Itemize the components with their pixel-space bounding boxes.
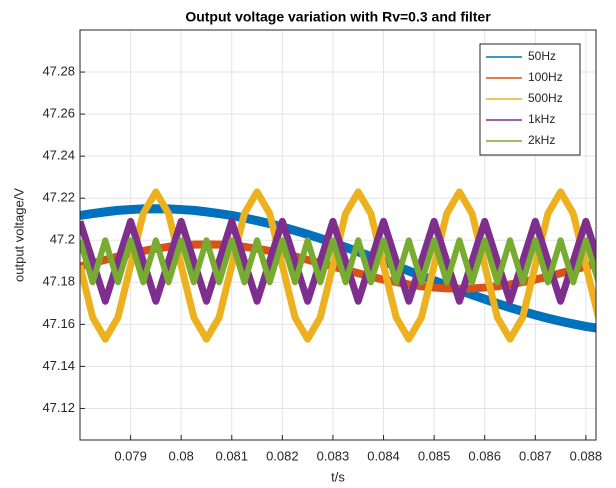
y-axis-label: output voltage/V [11, 188, 26, 282]
x-tick-label: 0.081 [215, 448, 248, 463]
legend-label: 50Hz [528, 49, 556, 63]
y-tick-label: 47.12 [42, 400, 75, 415]
x-tick-label: 0.08 [169, 448, 194, 463]
y-tick-label: 47.2 [50, 232, 75, 247]
x-tick-label: 0.079 [114, 448, 147, 463]
legend-label: 100Hz [528, 70, 563, 84]
legend-label: 1kHz [528, 112, 555, 126]
x-tick-label: 0.082 [266, 448, 299, 463]
y-tick-label: 47.26 [42, 106, 75, 121]
x-tick-label: 0.088 [570, 448, 603, 463]
series-line [80, 237, 596, 286]
x-tick-label: 0.084 [367, 448, 400, 463]
x-tick-label: 0.083 [317, 448, 350, 463]
legend-label: 2kHz [528, 133, 555, 147]
y-tick-label: 47.18 [42, 274, 75, 289]
y-tick-label: 47.24 [42, 148, 75, 163]
chart-title: Output voltage variation with Rv=0.3 and… [185, 9, 491, 25]
y-tick-label: 47.14 [42, 358, 75, 373]
x-tick-label: 0.087 [519, 448, 552, 463]
y-tick-label: 47.22 [42, 190, 75, 205]
x-tick-label: 0.086 [468, 448, 501, 463]
y-tick-label: 47.28 [42, 63, 75, 78]
legend-label: 500Hz [528, 91, 563, 105]
y-tick-label: 47.16 [42, 316, 75, 331]
axes-frame [79, 29, 597, 441]
x-axis-label: t/s [331, 469, 345, 484]
x-tick-label: 0.085 [418, 448, 451, 463]
